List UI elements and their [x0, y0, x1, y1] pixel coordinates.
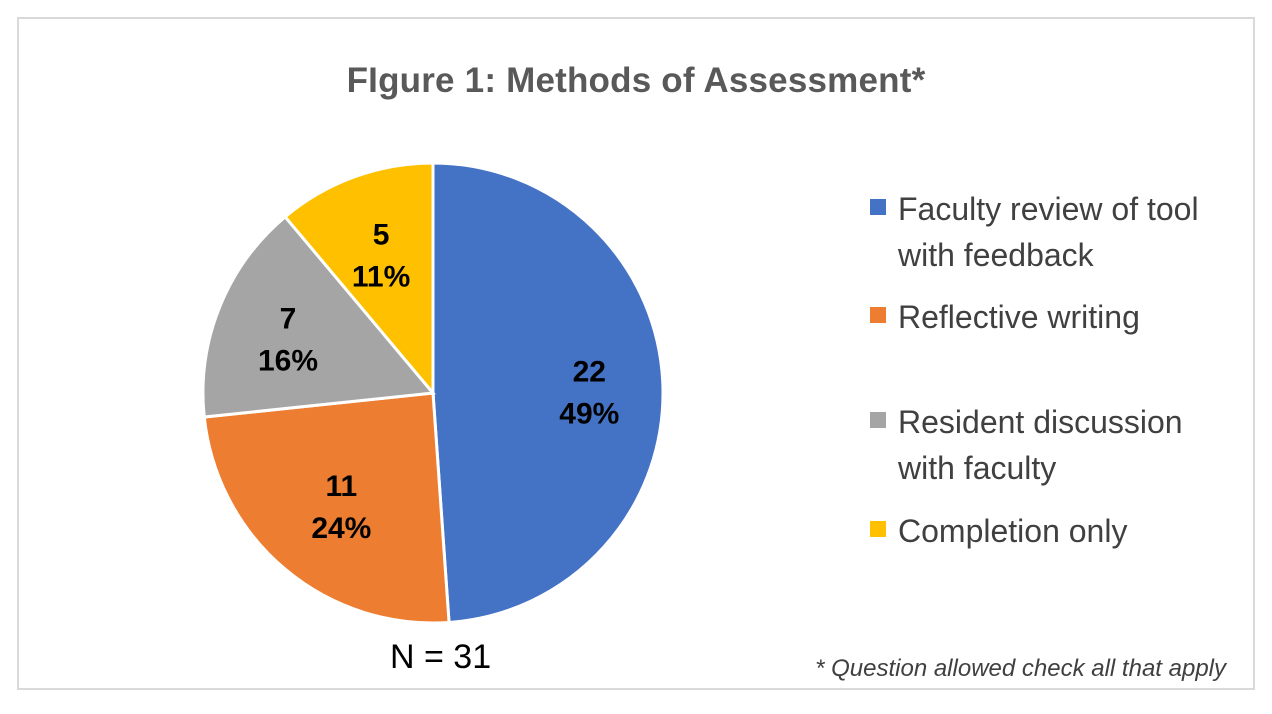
sample-size-label: N = 31	[390, 638, 492, 676]
legend-item-completion-only: Completion only	[870, 508, 1248, 554]
legend-label-reflective-writing: Reflective writing	[898, 299, 1140, 335]
slice-percent-label-faculty-review: 49%	[559, 398, 619, 431]
slice-value-label-resident-discussion: 7	[280, 302, 297, 335]
legend-label-faculty-review: Faculty review of tool with feedback	[898, 191, 1199, 273]
legend-item-faculty-review: Faculty review of tool with feedback	[870, 186, 1248, 278]
chart-title: FIgure 1: Methods of Assessment*	[346, 61, 926, 100]
legend-label-completion-only: Completion only	[898, 513, 1128, 549]
legend-swatch-completion-only	[870, 521, 886, 537]
legend-swatch-resident-discussion	[870, 412, 886, 428]
slice-percent-label-reflective-writing: 24%	[311, 512, 371, 545]
slice-value-label-completion-only: 5	[373, 218, 390, 251]
pie-slice-completion-only	[283, 161, 435, 398]
legend-label-resident-discussion: Resident discussion with faculty	[898, 404, 1183, 486]
footnote: * Question allowed check all that apply	[815, 655, 1226, 682]
pie-slice-reflective-writing	[202, 391, 451, 625]
legend-item-resident-discussion: Resident discussion with faculty	[870, 399, 1248, 491]
legend-swatch-reflective-writing	[870, 307, 886, 323]
slice-value-label-faculty-review: 22	[573, 356, 606, 389]
legend-swatch-faculty-review	[870, 199, 886, 215]
legend-item-reflective-writing: Reflective writing	[870, 294, 1248, 340]
pie-slice-faculty-review	[431, 161, 665, 625]
slice-value-label-reflective-writing: 11	[325, 470, 357, 503]
slice-percent-label-resident-discussion: 16%	[258, 344, 318, 377]
pie-slice-resident-discussion	[201, 214, 436, 419]
slice-percent-label-completion-only: 11%	[352, 260, 410, 293]
